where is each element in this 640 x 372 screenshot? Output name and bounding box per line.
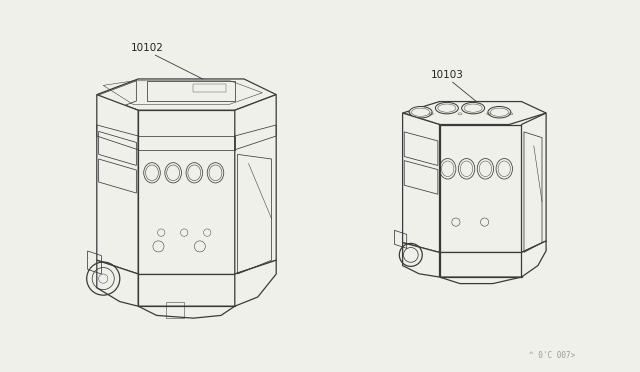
Polygon shape [403, 113, 440, 253]
Polygon shape [138, 110, 235, 274]
Polygon shape [147, 81, 235, 101]
Polygon shape [522, 241, 546, 277]
Polygon shape [440, 253, 522, 277]
Polygon shape [235, 94, 276, 274]
Polygon shape [403, 243, 440, 277]
Polygon shape [100, 81, 136, 115]
Text: 10102: 10102 [131, 43, 164, 53]
Text: 10103: 10103 [431, 70, 464, 80]
Polygon shape [97, 79, 276, 110]
Polygon shape [235, 260, 276, 306]
Polygon shape [522, 113, 546, 253]
Polygon shape [97, 94, 138, 274]
Ellipse shape [435, 102, 458, 114]
Polygon shape [403, 102, 546, 125]
Ellipse shape [488, 106, 511, 118]
Polygon shape [138, 274, 235, 306]
Polygon shape [440, 125, 522, 253]
Polygon shape [97, 260, 138, 306]
Ellipse shape [461, 102, 484, 114]
Text: ^ 0'C 007>: ^ 0'C 007> [529, 351, 575, 360]
Ellipse shape [409, 106, 432, 118]
